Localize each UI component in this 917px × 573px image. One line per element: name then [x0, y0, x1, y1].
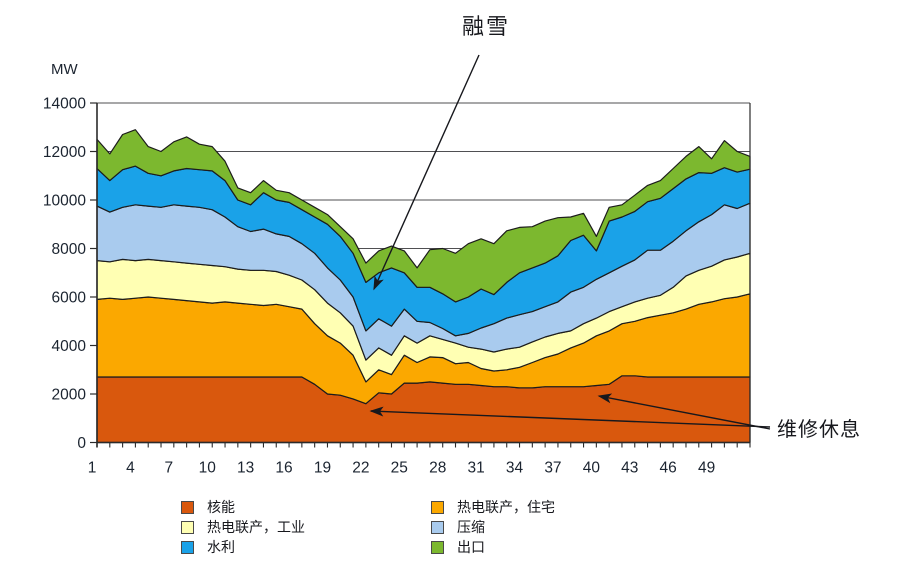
x-tick-label: 4	[126, 460, 135, 477]
annotation-maintenance: 维修休息	[777, 419, 861, 441]
legend-swatch-chp-industrial	[181, 520, 194, 534]
y-tick-label: 14000	[43, 96, 86, 113]
legend-swatch-hydro	[181, 540, 194, 554]
x-tick-label: 1	[88, 460, 97, 477]
plot-area: 0 2000 4000 6000 8000 10000 12000 14000 1 4 7 10 13 1…	[43, 96, 751, 477]
legend-column-2: 热电联产，住宅 压缩 出口	[431, 497, 555, 557]
area-nuclear	[96, 375, 751, 444]
maintenance-arrow-2	[597, 393, 771, 430]
legend-label-hydro: 水利	[207, 539, 235, 555]
annotation-snowmelt: 融雪	[462, 14, 511, 39]
y-tick-label: 8000	[52, 241, 87, 258]
x-tick-label: 46	[660, 460, 677, 477]
legend-item-condensing: 压缩	[431, 517, 555, 537]
x-tick-label: 16	[275, 460, 292, 477]
legend-label-chp-industrial: 热电联产，工业	[207, 519, 305, 535]
x-tick-label: 7	[165, 460, 174, 477]
y-tick-label: 2000	[52, 387, 87, 404]
legend-label-nuclear: 核能	[207, 499, 235, 515]
annotation-arrows	[369, 54, 771, 430]
legend-swatch-export	[431, 540, 444, 554]
x-tick-label: 34	[506, 460, 524, 477]
maintenance-arrow-1	[369, 406, 771, 428]
x-tick-label: 25	[391, 460, 408, 477]
y-tick-label: 4000	[52, 338, 87, 355]
x-tick-label: 37	[544, 460, 561, 477]
x-tick-label: 40	[583, 460, 601, 477]
legend-item-chp-industrial: 热电联产，工业	[181, 517, 305, 537]
y-tick-label: 0	[77, 435, 86, 452]
x-tick-label: 31	[467, 460, 484, 477]
x-tick-label: 43	[621, 460, 638, 477]
x-tick-label: 10	[199, 460, 217, 477]
legend-item-export: 出口	[431, 537, 555, 557]
x-tick-label: 49	[698, 460, 715, 477]
legend-label-chp-residential: 热电联产，住宅	[457, 499, 555, 515]
snowmelt-arrow	[373, 54, 480, 291]
legend-item-chp-residential: 热电联产，住宅	[431, 497, 555, 517]
legend-label-export: 出口	[457, 539, 485, 555]
legend-swatch-nuclear	[181, 500, 194, 514]
legend-label-condensing: 压缩	[457, 519, 485, 535]
legend-column-1: 核能 热电联产，工业 水利	[181, 497, 305, 557]
legend-swatch-chp-residential	[431, 500, 444, 514]
y-tick-label: 10000	[43, 193, 86, 210]
legend-item-nuclear: 核能	[181, 497, 305, 517]
x-tick-label: 28	[429, 460, 446, 477]
x-tick-label: 19	[314, 460, 331, 477]
legend-swatch-condensing	[431, 520, 444, 534]
y-tick-label: 6000	[52, 290, 87, 307]
x-tick-label: 13	[237, 460, 254, 477]
legend-item-hydro: 水利	[181, 537, 305, 557]
y-axis-unit-label: MW	[51, 61, 78, 78]
x-tick-label: 22	[352, 460, 369, 477]
y-tick-label: 12000	[43, 144, 86, 161]
